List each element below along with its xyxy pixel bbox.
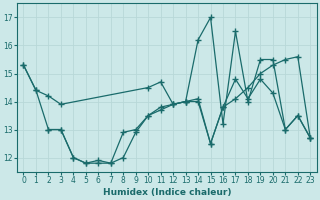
X-axis label: Humidex (Indice chaleur): Humidex (Indice chaleur) <box>103 188 231 197</box>
